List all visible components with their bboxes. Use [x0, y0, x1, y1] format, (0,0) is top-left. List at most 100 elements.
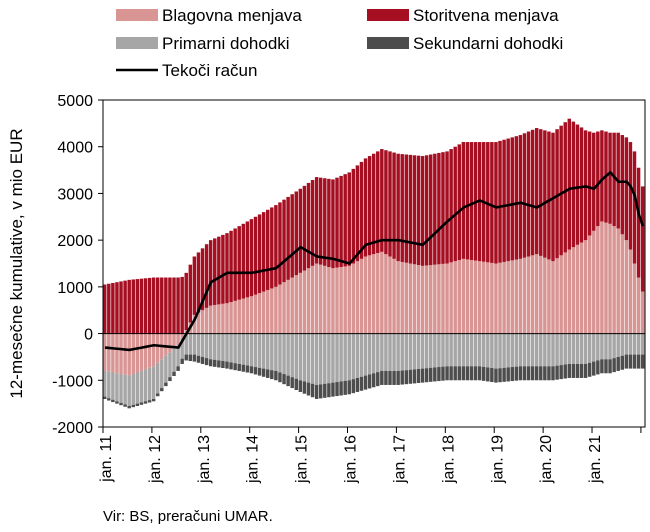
- sekundarni-bar: [640, 354, 645, 369]
- primarni-bar: [522, 333, 527, 367]
- primarni-bar: [437, 333, 441, 368]
- primarni-bar: [331, 333, 335, 383]
- blagovna-bar: [494, 263, 498, 334]
- primarni-bar: [632, 333, 637, 355]
- blagovna-bar: [380, 251, 384, 334]
- plot-frame: [102, 99, 646, 428]
- blagovna-bar: [465, 259, 470, 334]
- legend-swatch-blagovna: [116, 9, 158, 21]
- storitvena-bar: [445, 151, 449, 264]
- sekundarni-bar: [241, 364, 246, 372]
- sekundarni-bar: [318, 384, 323, 399]
- blagovna-bar: [147, 333, 152, 368]
- sekundarni-bar: [437, 367, 441, 382]
- sekundarni-bar: [306, 382, 311, 396]
- blagovna-bar: [119, 333, 123, 375]
- sekundarni-bar: [490, 368, 494, 383]
- primarni-bar: [608, 333, 612, 360]
- blagovna-bar: [567, 249, 572, 334]
- sekundarni-bar: [388, 370, 392, 385]
- primarni-bar: [139, 370, 144, 403]
- storitvena-bar: [188, 264, 193, 323]
- blagovna-bar: [127, 333, 131, 376]
- blagovna-bar: [355, 261, 360, 334]
- storitvena-bar: [494, 142, 498, 264]
- sekundarni-bar: [314, 384, 319, 399]
- primarni-bar: [335, 333, 339, 383]
- sekundarni-bar: [208, 359, 213, 367]
- primarni-bar: [217, 333, 221, 361]
- sekundarni-bar: [323, 383, 327, 398]
- storitvena-bar: [539, 129, 543, 256]
- storitvena-bar: [608, 132, 612, 224]
- sekundarni-bar: [628, 354, 633, 369]
- sekundarni-bar: [522, 366, 527, 381]
- storitvena-bar: [384, 150, 388, 255]
- blagovna-bar: [441, 263, 445, 334]
- storitvena-bar: [323, 178, 327, 266]
- primarni-bar: [318, 333, 323, 385]
- blagovna-bar: [396, 261, 400, 334]
- primarni-bar: [486, 333, 490, 368]
- storitvena-bar: [636, 167, 641, 278]
- primarni-bar: [457, 333, 461, 367]
- primarni-bar: [412, 333, 417, 370]
- blagovna-bar: [225, 303, 229, 334]
- blagovna-bar: [180, 333, 184, 338]
- blagovna-bar: [261, 291, 266, 334]
- storitvena-bar: [192, 256, 197, 315]
- blagovna-bar: [282, 282, 286, 334]
- x-tick-label: jan. 15: [294, 435, 311, 484]
- blagovna-bar: [575, 244, 580, 334]
- storitvena-bar: [103, 284, 107, 334]
- sekundarni-bar: [506, 367, 510, 382]
- storitvena-bar: [371, 153, 376, 255]
- primarni-bar: [640, 333, 645, 355]
- sekundarni-bar: [465, 366, 470, 381]
- primarni-bar: [506, 333, 510, 368]
- storitvena-bar: [461, 142, 466, 259]
- sekundarni-bar: [547, 366, 551, 381]
- storitvena-bar: [437, 152, 441, 265]
- primarni-bar: [135, 372, 140, 404]
- sekundarni-bar: [343, 380, 347, 395]
- blagovna-bar: [600, 221, 604, 334]
- storitvena-bar: [376, 151, 380, 253]
- blagovna-bar: [518, 258, 523, 334]
- blagovna-bar: [416, 265, 421, 334]
- blagovna-bar: [168, 333, 172, 353]
- sekundarni-bar: [408, 369, 413, 384]
- primarni-bar: [392, 333, 396, 371]
- primarni-bar: [473, 333, 478, 367]
- storitvena-bar: [127, 279, 131, 334]
- primarni-bar: [420, 333, 425, 369]
- primarni-bar: [587, 333, 592, 363]
- storitvena-bar: [237, 226, 241, 300]
- storitvena-bar: [306, 182, 311, 269]
- blagovna-bar: [404, 262, 409, 334]
- primarni-bar: [314, 333, 319, 385]
- primarni-bar: [429, 333, 433, 368]
- primarni-bar: [188, 333, 193, 355]
- primarni-bar: [343, 333, 347, 381]
- blagovna-bar: [302, 270, 307, 334]
- storitvena-bar: [274, 205, 278, 287]
- blagovna-bar: [164, 333, 168, 356]
- blagovna-bar: [318, 264, 323, 334]
- y-tick-label: 0: [84, 327, 93, 344]
- primarni-bar: [355, 333, 360, 378]
- sekundarni-bar: [135, 403, 140, 406]
- storitvena-bar: [416, 155, 421, 266]
- primarni-bar: [233, 333, 237, 364]
- primarni-bar: [261, 333, 266, 369]
- primarni-bar: [498, 333, 502, 369]
- storitvena-bar: [486, 142, 490, 263]
- primarni-bar: [371, 333, 376, 374]
- sekundarni-bar: [196, 355, 201, 363]
- blagovna-bar: [392, 258, 396, 334]
- storitvena-bar: [506, 138, 510, 262]
- storitvena-bar: [457, 144, 461, 260]
- sekundarni-bar: [151, 398, 156, 402]
- sekundarni-bar: [286, 375, 290, 387]
- primarni-bar: [294, 333, 298, 379]
